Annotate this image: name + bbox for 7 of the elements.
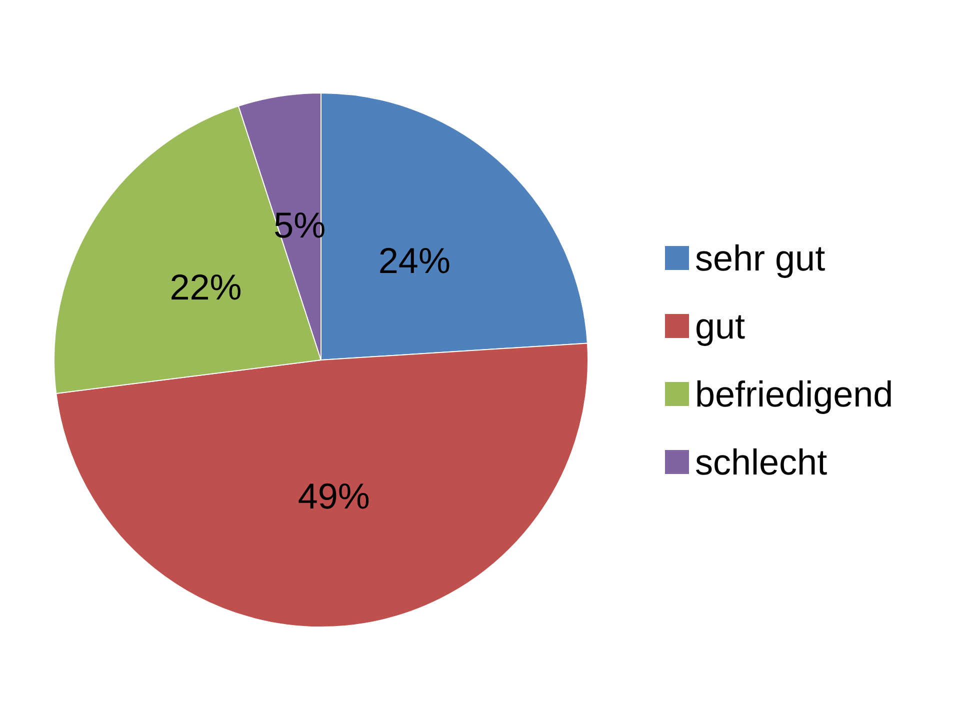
data-label: 49% xyxy=(298,475,370,516)
data-label: 22% xyxy=(170,266,242,308)
legend-label: befriedigend xyxy=(695,374,894,414)
legend-label: gut xyxy=(695,306,746,346)
data-label: 24% xyxy=(378,240,450,281)
legend-label: sehr gut xyxy=(695,238,826,278)
legend-label: schlecht xyxy=(695,442,828,482)
